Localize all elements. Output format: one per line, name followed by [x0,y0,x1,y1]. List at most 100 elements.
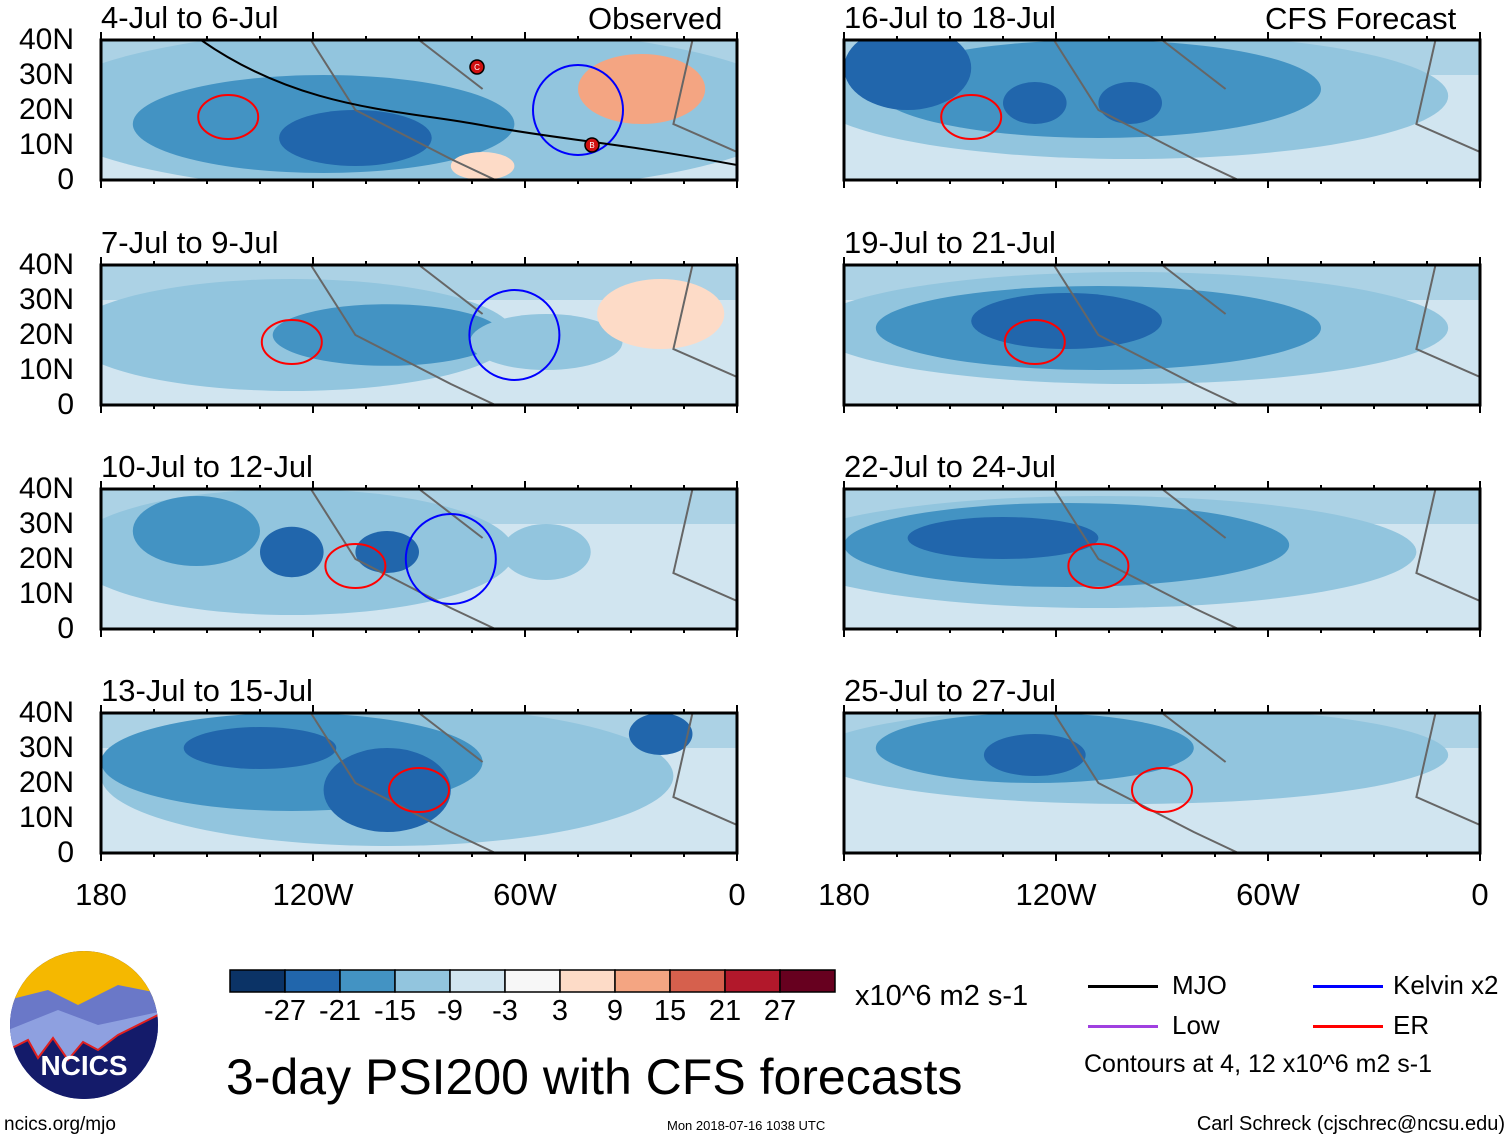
x-tick-label: 60W [1236,877,1300,912]
psi-anomaly-region [279,110,432,166]
y-tick-label: 40N [18,696,74,729]
map-panel [842,257,1482,413]
er-line-icon [1313,1025,1383,1028]
psi-anomaly-region [597,279,725,349]
map-panel [99,705,739,861]
psi-anomaly-region [983,734,1086,776]
legend-kelvin: Kelvin x2 [1393,970,1499,1000]
coastline [1053,265,1480,405]
svg-text:B: B [589,141,594,150]
y-tick-label: 30N [18,731,74,764]
x-tick-label: 0 [728,877,746,912]
x-tick-label: 0 [1471,877,1489,912]
kelvin-line-icon [1313,985,1383,988]
y-tick-label: 10N [18,577,74,610]
coastline [1053,489,1480,629]
y-tick-label: 20N [18,542,74,575]
colorbar-label: -3 [492,995,518,1027]
colorbar-swatch [449,969,506,993]
x-tick-label: 120W [1015,877,1097,912]
panel-title: 7-Jul to 9-Jul [101,225,279,260]
observed-label: Observed [588,1,723,36]
kelvin-contour [404,513,497,605]
panel-title: 13-Jul to 15-Jul [101,673,313,708]
url-link[interactable]: ncics.org/mjo [4,1114,116,1135]
legend-low: Low [1172,1010,1220,1040]
er-contour [260,319,323,365]
y-tick-label: 20N [18,318,74,351]
panel-title: 16-Jul to 18-Jul [844,0,1056,35]
svg-text:C: C [474,63,480,72]
y-tick-label: 0 [57,163,74,196]
map-panel [99,481,739,637]
y-tick-label: 10N [18,128,74,161]
x-tick-label: 120W [272,877,354,912]
psi-anomaly-region [272,304,502,366]
psi-anomaly-region [628,713,693,755]
author: Carl Schreck (cjschrec@ncsu.edu) [1196,1113,1505,1135]
ncics-logo: NCICS [10,951,158,1099]
coastline [1053,713,1480,853]
figure-title: 3-day PSI200 with CFS forecasts [226,1049,963,1105]
storm-marker-icon: C [469,59,485,75]
panel-title: 22-Jul to 24-Jul [844,449,1056,484]
mjo-line-icon [1088,985,1158,988]
colorbar-swatch [284,969,341,993]
colorbar-swatch [339,969,396,993]
map-panel [842,705,1482,861]
psi-anomaly-region [132,496,260,566]
psi-anomaly-region [875,40,1321,138]
coastline [310,265,737,405]
timestamp: Mon 2018-07-16 1038 UTC [667,1118,826,1133]
y-tick-label: 0 [57,836,74,869]
storm-marker-icon: B [584,137,600,153]
colorbar-label: 15 [653,995,687,1027]
colorbar-label: 21 [708,995,742,1027]
psi-anomaly-region [469,314,623,370]
psi-anomaly-region [355,531,420,573]
units-label: x10^6 m2 s-1 [855,980,1029,1012]
y-tick-label: 30N [18,58,74,91]
y-tick-label: 20N [18,766,74,799]
panel-title: 19-Jul to 21-Jul [844,225,1056,260]
er-contour [1131,767,1193,813]
colorbar-swatch [504,969,561,993]
low-line-icon [1088,1025,1158,1028]
y-tick-label: 40N [18,248,74,281]
colorbar-swatch [779,969,836,993]
colorbar-swatch [669,969,726,993]
colorbar-label: 27 [763,995,797,1027]
kelvin-contour [532,64,624,156]
psi-anomaly-region [260,526,324,578]
forecast-label: CFS Forecast [1265,1,1457,36]
psi-anomaly-region [450,152,515,180]
y-tick-label: 40N [18,23,74,56]
y-tick-label: 40N [18,472,74,505]
colorbar-swatch [229,969,286,993]
colorbar-label: -21 [319,995,361,1027]
x-tick-label: 60W [493,877,557,912]
y-tick-label: 30N [18,283,74,316]
y-tick-label: 10N [18,353,74,386]
er-contour [197,94,260,140]
map-panel [842,32,1482,188]
psi-anomaly-region [844,40,972,110]
colorbar-label: 9 [606,995,624,1027]
er-contour [1003,319,1066,365]
map-panel [99,257,739,413]
panel-title: 25-Jul to 27-Jul [844,673,1056,708]
colorbar-swatch [614,969,671,993]
colorbar-label: -15 [374,995,416,1027]
x-tick-label: 180 [75,877,127,912]
er-contour [1067,543,1130,589]
colorbar-label: -27 [264,995,306,1027]
colorbar-swatch [724,969,781,993]
y-tick-label: 0 [57,388,74,421]
mjo-contour [200,40,737,166]
y-tick-label: 30N [18,507,74,540]
legend-er: ER [1393,1010,1430,1040]
coastline [1053,40,1480,180]
contour-note: Contours at 4, 12 x10^6 m2 s-1 [1084,1050,1433,1078]
colorbar-swatch [559,969,616,993]
